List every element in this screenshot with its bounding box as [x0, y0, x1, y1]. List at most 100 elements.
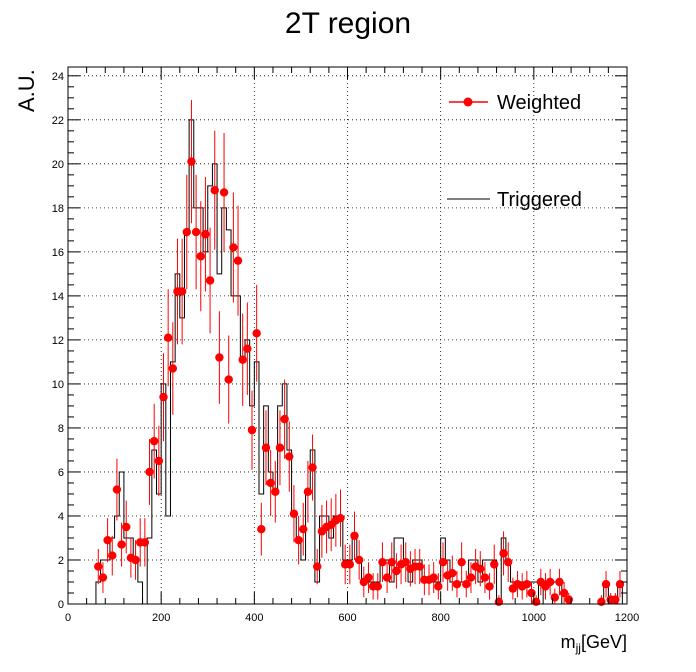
weighted-point — [140, 518, 150, 567]
data-marker — [252, 329, 261, 338]
y-tick-label: 4 — [58, 511, 64, 523]
data-marker — [364, 573, 373, 582]
data-marker — [336, 513, 345, 523]
weighted-point — [303, 460, 313, 523]
weighted-point — [131, 540, 140, 580]
data-marker — [163, 333, 173, 342]
data-marker — [299, 524, 308, 534]
data-marker — [201, 230, 210, 239]
y-tick-label: 8 — [58, 423, 64, 435]
legend-weighted-label: Weighted — [497, 92, 581, 114]
x-tick-label: 0 — [65, 612, 71, 624]
weighted-point — [243, 302, 252, 395]
weighted-point — [350, 511, 359, 560]
data-marker — [210, 186, 219, 195]
data-marker — [601, 579, 611, 589]
data-marker — [550, 593, 559, 602]
chart-title: 2T region — [285, 7, 411, 40]
weighted-point — [247, 390, 257, 470]
weighted-point — [359, 566, 369, 598]
data-marker — [182, 227, 191, 237]
legend-weighted-marker — [463, 97, 473, 107]
weighted-point — [154, 425, 164, 497]
data-marker — [401, 557, 410, 567]
y-tick-label: 16 — [52, 247, 64, 259]
data-marker — [191, 227, 201, 237]
data-marker — [452, 579, 462, 589]
y-axis-label: A.U. — [14, 69, 39, 112]
data-marker — [117, 540, 126, 549]
data-marker — [615, 579, 625, 589]
weighted-point — [345, 544, 355, 585]
weighted-point — [336, 489, 345, 547]
weighted-series — [94, 100, 625, 606]
x-axis-label: mjj[GeV] — [561, 632, 627, 655]
x-tick-label: 800 — [431, 612, 449, 624]
data-marker — [354, 555, 364, 565]
y-tick-label: 2 — [58, 555, 64, 567]
data-marker — [438, 557, 448, 567]
data-marker — [373, 582, 382, 591]
weighted-point — [504, 542, 513, 582]
weighted-point — [149, 403, 159, 479]
data-marker — [168, 364, 178, 373]
data-marker — [229, 243, 238, 252]
data-marker — [247, 425, 257, 435]
weighted-point — [462, 570, 471, 598]
data-marker — [499, 549, 508, 558]
weighted-point — [94, 548, 103, 585]
weighted-point — [448, 555, 457, 591]
weighted-point — [317, 504, 327, 558]
data-marker — [378, 557, 387, 567]
legend-triggered-label: Triggered — [497, 189, 582, 211]
x-tick-label: 1000 — [522, 612, 546, 624]
weighted-point — [429, 562, 438, 593]
weighted-point — [485, 573, 494, 600]
data-marker — [271, 487, 280, 496]
data-marker — [429, 573, 438, 582]
data-marker — [131, 555, 140, 565]
weighted-point — [210, 130, 219, 250]
data-marker — [559, 588, 569, 598]
data-marker — [527, 588, 536, 598]
data-marker — [415, 562, 424, 571]
weighted-point — [145, 438, 154, 505]
weighted-point — [229, 192, 238, 303]
weighted-point — [308, 434, 317, 501]
weighted-point — [98, 562, 108, 593]
data-marker — [462, 579, 471, 589]
weighted-point — [177, 238, 187, 345]
x-tick-label: 200 — [152, 612, 170, 624]
weighted-point — [541, 573, 550, 600]
data-marker — [103, 535, 112, 545]
weighted-point — [499, 531, 508, 576]
data-marker — [476, 564, 485, 573]
data-marker — [98, 573, 108, 582]
data-marker — [531, 597, 541, 606]
weighted-point — [252, 284, 261, 382]
weighted-point — [392, 553, 401, 589]
data-marker — [261, 443, 271, 452]
data-marker — [266, 478, 275, 488]
data-marker — [522, 579, 532, 589]
weighted-point — [476, 551, 485, 587]
data-marker — [387, 557, 396, 567]
weighted-point — [545, 568, 555, 596]
data-marker — [219, 188, 229, 197]
data-marker — [392, 566, 401, 576]
weighted-point — [522, 570, 532, 598]
data-marker — [350, 531, 359, 540]
weighted-point — [490, 544, 499, 585]
data-marker — [275, 443, 285, 452]
y-tick-label: 14 — [52, 291, 64, 303]
weighted-point — [378, 542, 387, 582]
weighted-point — [480, 562, 490, 593]
x-axis-label-sub: jj — [575, 641, 581, 655]
weighted-point — [289, 485, 299, 543]
data-marker — [238, 355, 247, 364]
y-tick-label: 18 — [52, 203, 64, 215]
weighted-point — [122, 500, 131, 554]
y-tick-label: 6 — [58, 467, 64, 479]
data-marker — [233, 256, 243, 265]
